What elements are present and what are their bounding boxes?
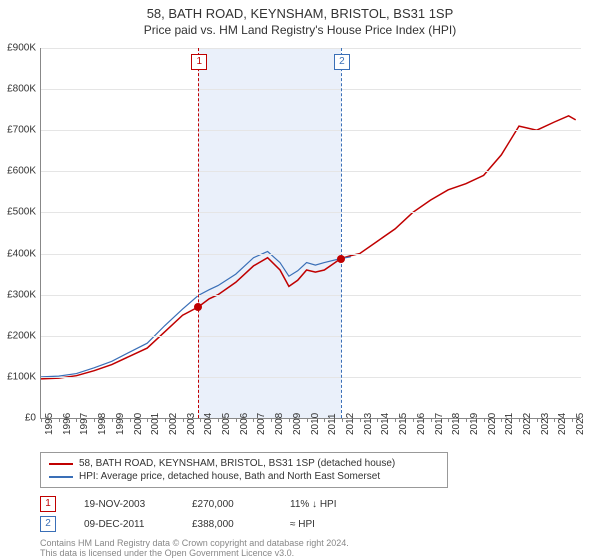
- xtick-label: 1996: [62, 413, 73, 435]
- chart-title: 58, BATH ROAD, KEYNSHAM, BRISTOL, BS31 1…: [0, 6, 600, 21]
- chart-marker-label: 1: [191, 54, 207, 70]
- legend-label: HPI: Average price, detached house, Bath…: [79, 471, 380, 482]
- xtick-label: 2013: [363, 413, 374, 435]
- xtick-label: 2011: [327, 413, 338, 435]
- sale-row: 1 19-NOV-2003 £270,000 11% ↓ HPI: [40, 494, 337, 514]
- footer-line: Contains HM Land Registry data © Crown c…: [40, 538, 349, 548]
- xtick-label: 2014: [380, 413, 391, 435]
- chart-subtitle: Price paid vs. HM Land Registry's House …: [0, 23, 600, 37]
- chart-marker-label: 2: [334, 54, 350, 70]
- legend-swatch: [49, 463, 73, 465]
- sale-row: 2 09-DEC-2011 £388,000 ≈ HPI: [40, 514, 337, 534]
- xtick-label: 1995: [44, 413, 55, 435]
- figure: 58, BATH ROAD, KEYNSHAM, BRISTOL, BS31 1…: [0, 0, 600, 560]
- ytick-label: £800K: [7, 84, 36, 95]
- xtick-label: 1998: [97, 413, 108, 435]
- ytick-label: £100K: [7, 371, 36, 382]
- ytick-label: £300K: [7, 289, 36, 300]
- legend-row: 58, BATH ROAD, KEYNSHAM, BRISTOL, BS31 1…: [49, 457, 439, 470]
- xtick-label: 1997: [79, 413, 90, 435]
- ytick-label: £700K: [7, 125, 36, 136]
- ytick-label: £200K: [7, 330, 36, 341]
- ytick-label: £500K: [7, 207, 36, 218]
- legend-label: 58, BATH ROAD, KEYNSHAM, BRISTOL, BS31 1…: [79, 458, 395, 469]
- series-price_paid: [41, 116, 576, 379]
- footer: Contains HM Land Registry data © Crown c…: [40, 538, 349, 558]
- xtick-label: 2003: [186, 413, 197, 435]
- xtick-label: 2012: [345, 413, 356, 435]
- legend-swatch: [49, 476, 73, 478]
- xtick-label: 2016: [416, 413, 427, 435]
- xtick-label: 2009: [292, 413, 303, 435]
- ytick-label: £900K: [7, 43, 36, 54]
- title-block: 58, BATH ROAD, KEYNSHAM, BRISTOL, BS31 1…: [0, 0, 600, 37]
- xtick-label: 2022: [522, 413, 533, 435]
- chart-area: 1995199619971998199920002001200220032004…: [40, 48, 581, 419]
- xtick-label: 2018: [451, 413, 462, 435]
- legend: 58, BATH ROAD, KEYNSHAM, BRISTOL, BS31 1…: [40, 452, 448, 488]
- xtick-label: 2015: [398, 413, 409, 435]
- plot-svg: [41, 48, 581, 418]
- sale-dot: [194, 303, 202, 311]
- xtick-label: 2020: [487, 413, 498, 435]
- xtick-label: 2024: [557, 413, 568, 435]
- sale-date: 09-DEC-2011: [84, 519, 164, 530]
- series-hpi: [41, 252, 351, 377]
- sale-delta: ≈ HPI: [290, 519, 315, 530]
- ytick-label: £400K: [7, 248, 36, 259]
- xtick-label: 2007: [256, 413, 267, 435]
- xtick-label: 2001: [150, 413, 161, 435]
- xtick-label: 2002: [168, 413, 179, 435]
- sale-delta: 11% ↓ HPI: [290, 499, 337, 510]
- xtick-label: 1999: [115, 413, 126, 435]
- footer-line: This data is licensed under the Open Gov…: [40, 548, 349, 558]
- xtick-label: 2004: [203, 413, 214, 435]
- xtick-label: 2008: [274, 413, 285, 435]
- xtick-label: 2021: [504, 413, 515, 435]
- xtick-label: 2023: [540, 413, 551, 435]
- xtick-label: 2017: [434, 413, 445, 435]
- xtick-label: 2010: [310, 413, 321, 435]
- legend-row: HPI: Average price, detached house, Bath…: [49, 470, 439, 483]
- xtick-label: 2025: [575, 413, 586, 435]
- sale-marker: 1: [40, 496, 56, 512]
- sale-date: 19-NOV-2003: [84, 499, 164, 510]
- sales-table: 1 19-NOV-2003 £270,000 11% ↓ HPI 2 09-DE…: [40, 494, 337, 534]
- sale-price: £270,000: [192, 499, 262, 510]
- xtick-label: 2005: [221, 413, 232, 435]
- xtick-label: 2019: [469, 413, 480, 435]
- sale-price: £388,000: [192, 519, 262, 530]
- sale-dot: [337, 255, 345, 263]
- xtick-label: 2006: [239, 413, 250, 435]
- sale-marker: 2: [40, 516, 56, 532]
- ytick-label: £600K: [7, 166, 36, 177]
- ytick-label: £0: [25, 413, 36, 424]
- xtick-label: 2000: [133, 413, 144, 435]
